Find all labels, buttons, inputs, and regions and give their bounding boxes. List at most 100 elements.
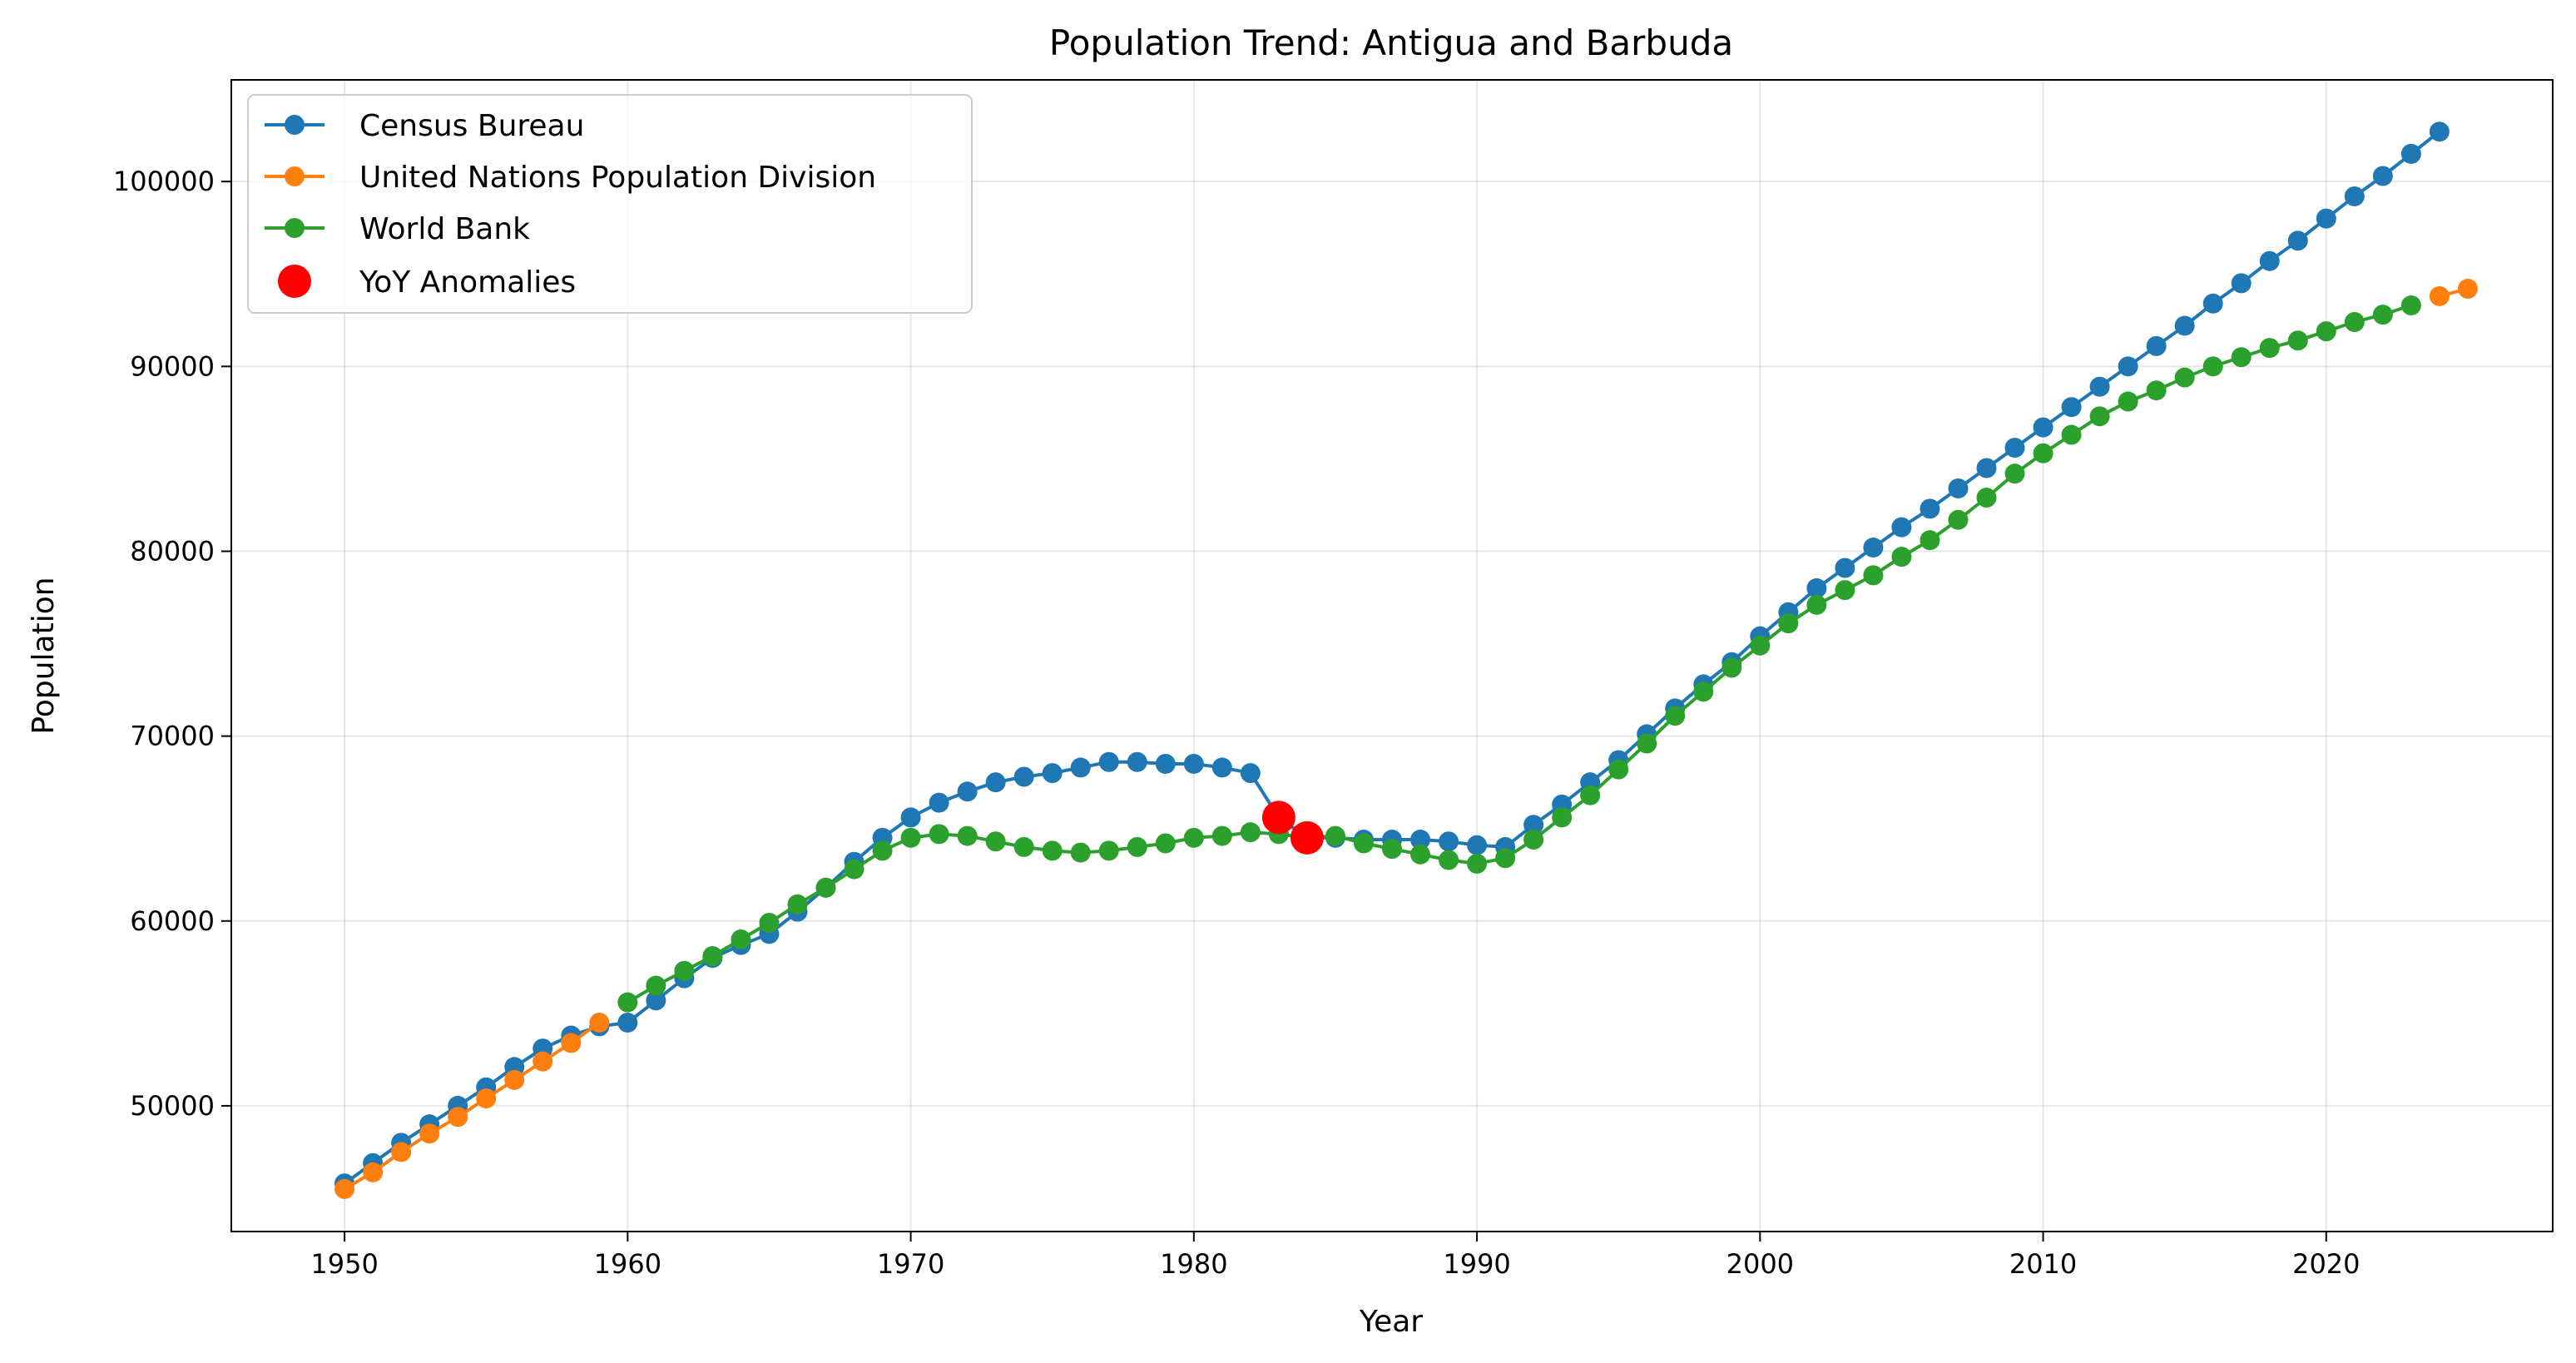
data-point: [1863, 538, 1884, 558]
x-tick-label: 1990: [1443, 1248, 1510, 1280]
data-point: [900, 807, 921, 828]
data-point: [1183, 753, 1204, 774]
data-point: [957, 825, 978, 846]
data-point: [1098, 840, 1119, 861]
legend-marker: [278, 265, 311, 298]
data-point: [1693, 682, 1714, 702]
data-point: [1155, 833, 1176, 854]
data-point: [2400, 295, 2421, 316]
x-tick-label: 1950: [310, 1248, 378, 1280]
data-point: [2202, 356, 2223, 377]
legend-marker: [285, 115, 305, 135]
data-point: [1013, 836, 1034, 857]
data-point: [1948, 478, 1969, 498]
data-point: [1891, 517, 1912, 538]
data-point: [2372, 166, 2393, 186]
data-point: [1976, 458, 1997, 478]
x-axis-label: Year: [1359, 1305, 1423, 1339]
data-point: [929, 792, 949, 813]
data-point: [1353, 833, 1374, 854]
data-point: [1439, 850, 1459, 870]
data-point: [1920, 530, 1940, 551]
anomaly-markers: [1261, 800, 1324, 855]
data-point: [2287, 330, 2308, 351]
y-tick-label: 80000: [130, 535, 215, 567]
data-point: [1920, 498, 1940, 519]
data-point: [957, 781, 978, 802]
y-tick-label: 70000: [130, 721, 215, 752]
data-point: [1070, 842, 1091, 863]
data-point: [2118, 391, 2138, 412]
chart-title: Population Trend: Antigua and Barbuda: [1049, 22, 1733, 63]
data-point: [674, 960, 695, 981]
data-point: [1835, 558, 1855, 578]
data-point: [815, 877, 836, 898]
data-point: [900, 827, 921, 848]
y-tick-label: 50000: [130, 1090, 215, 1122]
data-point: [2316, 208, 2336, 229]
x-axis: 1950 1960 1970 1980 1990 2000 2010 2020: [310, 1232, 2361, 1280]
data-point: [1070, 757, 1091, 778]
data-point: [1948, 509, 1969, 530]
x-tick-label: 2010: [2009, 1248, 2077, 1280]
data-point: [731, 929, 751, 950]
data-point: [1778, 613, 1799, 634]
data-point: [1240, 822, 1261, 843]
plot-frame: [230, 79, 2554, 1232]
data-point: [2146, 335, 2167, 356]
grid-lines: [231, 80, 2553, 1232]
data-point: [1580, 785, 1601, 805]
data-point: [2231, 347, 2252, 368]
data-point: [391, 1142, 412, 1162]
series-layer: [334, 121, 2478, 1199]
data-point: [2089, 406, 2110, 427]
data-point: [1042, 840, 1063, 861]
data-point: [1155, 753, 1176, 774]
x-tick-label: 1970: [877, 1248, 944, 1280]
data-point: [1325, 825, 1345, 846]
x-tick-label: 1980: [1160, 1248, 1227, 1280]
legend-marker: [285, 218, 305, 238]
data-point: [1098, 751, 1119, 772]
data-point: [1665, 706, 1686, 726]
data-point: [617, 992, 638, 1013]
data-point: [985, 772, 1006, 793]
data-point: [872, 840, 893, 861]
data-point: [1042, 763, 1063, 784]
data-point: [1835, 580, 1855, 601]
data-point: [2118, 356, 2138, 377]
data-point: [1495, 848, 1516, 869]
legend-label: Census Bureau: [359, 109, 584, 143]
data-point: [1721, 657, 1742, 678]
data-point: [2004, 463, 2025, 484]
data-point: [2457, 279, 2478, 300]
data-point: [1013, 766, 1034, 787]
data-point: [561, 1033, 582, 1053]
data-point: [1127, 751, 1147, 772]
data-point: [1552, 807, 1573, 828]
data-point: [646, 990, 666, 1011]
data-point: [2146, 380, 2167, 401]
data-point: [646, 975, 666, 996]
data-point: [1410, 844, 1431, 865]
data-point: [2089, 376, 2110, 397]
data-point: [334, 1178, 355, 1199]
y-tick-label: 90000: [130, 350, 215, 382]
data-point: [2372, 305, 2393, 325]
data-point: [1863, 565, 1884, 586]
data-point: [2231, 273, 2252, 294]
data-point: [1410, 830, 1431, 850]
data-point: [2316, 321, 2336, 342]
data-point: [1750, 635, 1771, 656]
x-tick-label: 2000: [1726, 1248, 1794, 1280]
series-2: [617, 295, 2421, 1013]
data-point: [1608, 759, 1629, 780]
x-tick-label: 2020: [2292, 1248, 2360, 1280]
y-axis: 50000 60000 70000 80000 90000 100000: [113, 166, 231, 1122]
data-point: [476, 1088, 497, 1109]
data-point: [702, 945, 723, 966]
anomaly-point: [1290, 820, 1324, 855]
data-point: [1211, 825, 1232, 846]
data-point: [1891, 547, 1912, 568]
